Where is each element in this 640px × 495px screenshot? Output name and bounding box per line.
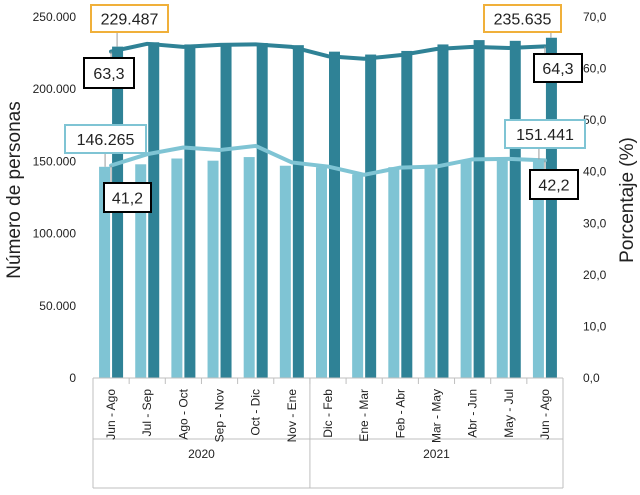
y-left-tick-label: 150.000 [33, 154, 77, 168]
bar-dark-9 [437, 44, 449, 378]
data-callouts: 229.487 235.635 63,3 64,3 146.265 151.441 41,2… [64, 4, 586, 213]
bar-dark-6 [329, 51, 340, 378]
y-right-tick-label: 0,0 [583, 371, 600, 385]
x-tick-label: Ago - Oct [176, 388, 190, 439]
data-label: 229.487 [101, 12, 159, 29]
bar-dark-10 [473, 40, 485, 378]
x-tick-label: Mar - May [429, 389, 443, 443]
bar-dark-5 [292, 45, 304, 379]
bar-light-1 [135, 164, 147, 378]
callout-box [90, 4, 169, 33]
bar-light-2 [171, 158, 183, 378]
bar-light-3 [207, 160, 219, 378]
bar-light-6 [316, 167, 327, 378]
data-label: 64,3 [542, 61, 573, 78]
line-series-dark [109, 41, 547, 61]
y-left-tick-label: 250.000 [33, 10, 77, 24]
y-left-axis-title: Número de personas [4, 101, 25, 278]
axis-labels: 0 50.000 100.000 150.000 200.000 250.000 0,0 10… [4, 10, 638, 461]
bar-dark-2 [184, 44, 196, 378]
bar-dark-12 [545, 37, 557, 378]
data-label: 151.441 [516, 127, 574, 144]
bar-light-11 [496, 159, 508, 378]
bar-dark-11 [509, 40, 521, 379]
y-right-tick-label: 20,0 [583, 268, 607, 282]
callout-box [64, 124, 147, 154]
y-left-tick-label: 0 [69, 371, 76, 385]
x-tick-label: Jul - Sep [140, 389, 154, 437]
data-label: 146.265 [77, 132, 135, 149]
bar-dark-7 [365, 54, 377, 378]
y-right-tick-label: 50,0 [583, 113, 607, 127]
x-tick-label: Oct - Dic [249, 389, 263, 436]
bars [99, 37, 557, 379]
data-label: 42,2 [538, 178, 569, 195]
bar-light-4 [243, 157, 255, 378]
year-label: 2021 [423, 447, 450, 461]
bar-light-5 [279, 165, 291, 378]
bar-dark-4 [256, 42, 268, 378]
bar-light-7 [352, 174, 364, 378]
x-tick-label: Jun - Ago [538, 389, 552, 440]
x-tick-label: Nov - Ene [285, 389, 299, 443]
y-right-tick-label: 60,0 [583, 62, 607, 76]
data-label: 235.635 [494, 12, 552, 29]
line-series-light [109, 143, 547, 177]
x-tick-label: Feb - Abr [393, 389, 407, 438]
callout-box [533, 53, 583, 83]
bar-dark-1 [148, 42, 160, 379]
bar-dark-8 [401, 50, 413, 379]
x-tick-label: Sep - Nov [213, 389, 227, 442]
x-tick-label: Ene - Mar [357, 389, 371, 442]
y-right-tick-label: 30,0 [583, 216, 607, 230]
series-lines [109, 41, 547, 177]
y-right-axis-title: Porcentaje (%) [617, 137, 638, 263]
bar-light-9 [424, 166, 436, 378]
x-tick-label: Dic - Feb [321, 389, 335, 438]
y-left-tick-label: 50.000 [39, 299, 76, 313]
data-label: 63,3 [93, 66, 124, 83]
callout-box [504, 119, 586, 149]
data-label: 41,2 [112, 191, 143, 208]
y-left-tick-label: 100.000 [33, 227, 77, 241]
bar-light-12 [532, 159, 544, 378]
x-tick-label: Abr - Jun [466, 389, 480, 438]
x-tick-label: Jun - Ago [104, 389, 118, 440]
y-left-tick-label: 200.000 [33, 82, 77, 96]
x-tick-label: May - Jul [502, 389, 516, 438]
y-right-tick-label: 70,0 [583, 10, 607, 24]
bar-light-0 [99, 166, 111, 378]
callout-box [483, 4, 562, 33]
bar-dark-3 [220, 42, 232, 378]
callout-box [529, 169, 579, 200]
bar-light-8 [388, 167, 400, 378]
callout-box [103, 182, 152, 213]
y-right-tick-label: 10,0 [583, 319, 607, 333]
callout-box [83, 57, 135, 89]
y-right-tick-label: 40,0 [583, 165, 607, 179]
axes [92, 377, 564, 489]
bar-light-10 [460, 161, 472, 378]
year-label: 2020 [188, 447, 215, 461]
